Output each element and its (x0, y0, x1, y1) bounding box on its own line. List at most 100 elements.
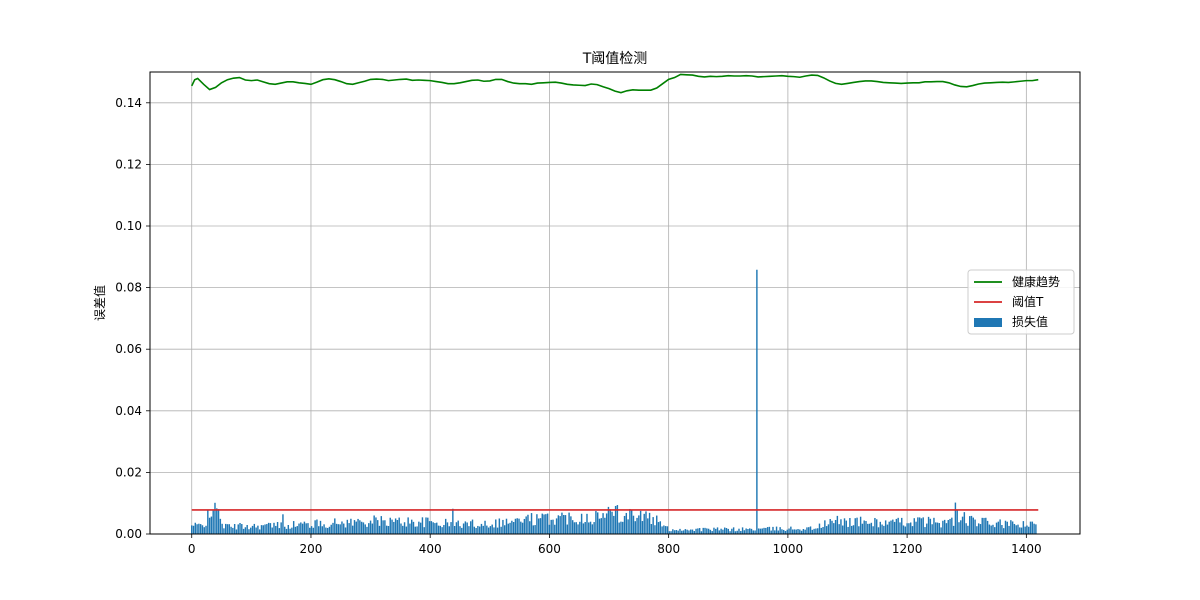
loss-bar (475, 527, 477, 534)
loss-bar (362, 522, 365, 534)
loss-bar (783, 529, 785, 534)
loss-bar (682, 530, 685, 534)
loss-bar (473, 526, 476, 534)
loss-bar (307, 523, 309, 534)
loss-bar (752, 530, 755, 534)
x-tick-label: 1200 (892, 542, 923, 556)
loss-bar (285, 528, 288, 534)
loss-bar (1033, 523, 1035, 534)
loss-bar (623, 515, 626, 534)
loss-bar (371, 523, 374, 534)
loss-bar (806, 527, 808, 534)
loss-bar (368, 523, 370, 534)
loss-bar (364, 524, 366, 534)
loss-bar (951, 517, 953, 534)
loss-bar (402, 525, 404, 534)
loss-bar (697, 528, 699, 534)
loss-bar (834, 519, 837, 534)
loss-bar (995, 522, 998, 534)
loss-bar (378, 525, 381, 534)
loss-bar (791, 529, 794, 534)
loss-bar (487, 527, 490, 534)
loss-bar (967, 525, 969, 534)
loss-bar (419, 522, 422, 534)
loss-bar (958, 522, 960, 534)
loss-bar (525, 516, 527, 534)
loss-bar (591, 524, 594, 534)
loss-bar (956, 509, 958, 534)
loss-bar (568, 512, 570, 534)
loss-bar (310, 526, 313, 534)
loss-bar (396, 520, 399, 534)
loss-bar (664, 526, 667, 534)
plot-frame (149, 71, 1081, 535)
loss-bar (902, 525, 905, 534)
chart-title: T阈值检测 (582, 51, 648, 67)
loss-bar (813, 528, 815, 534)
loss-bar (706, 528, 708, 534)
legend-label-loss: 损失值 (1012, 314, 1048, 329)
loss-bar (334, 518, 336, 534)
loss-bar (457, 520, 459, 534)
loss-bar (942, 520, 944, 534)
loss-bar (856, 517, 858, 534)
loss-bar (357, 518, 359, 534)
loss-bar (899, 522, 901, 534)
loss-bar (382, 520, 384, 534)
loss-bar (884, 520, 887, 534)
loss-bar (684, 529, 687, 534)
loss-bar (223, 528, 225, 534)
loss-bar (233, 524, 236, 534)
loss-bar (478, 526, 481, 534)
legend-label-threshold: 阈值T (1012, 294, 1044, 309)
loss-bar (675, 530, 678, 534)
loss-bar (695, 528, 697, 534)
loss-bar (827, 524, 830, 534)
loss-bar (466, 522, 468, 534)
loss-bar (657, 522, 660, 534)
loss-bar (455, 522, 458, 534)
loss-bar (632, 515, 635, 534)
loss-bar (847, 526, 849, 534)
loss-bar (239, 522, 241, 534)
loss-bar (763, 527, 765, 534)
trend-line (191, 73, 1039, 94)
loss-bar (571, 520, 574, 534)
loss-bar (600, 518, 602, 534)
loss-bar (462, 523, 465, 534)
loss-bar (614, 505, 617, 534)
loss-bar (1026, 525, 1028, 534)
loss-bar (546, 513, 549, 534)
loss-bar (555, 518, 558, 534)
loss-bar (750, 528, 753, 534)
loss-bar (271, 527, 273, 534)
loss-bar (854, 518, 856, 534)
loss-bar (604, 517, 606, 534)
loss-bar (257, 525, 259, 534)
loss-bar (732, 527, 735, 534)
loss-bar (1017, 524, 1019, 534)
loss-bar (892, 519, 894, 534)
loss-bar (908, 523, 910, 534)
loss-bar (641, 521, 644, 534)
loss-bar (661, 526, 663, 534)
loss-bar (933, 517, 935, 534)
legend-swatch-loss (974, 318, 1002, 327)
loss-bar (761, 528, 763, 534)
loss-bar (824, 520, 826, 534)
loss-bar (539, 518, 542, 534)
loss-bar (387, 526, 390, 534)
loss-bar (441, 527, 443, 534)
y-tick-label: 0.02 (115, 465, 142, 479)
loss-bar (219, 518, 222, 534)
loss-bar (509, 522, 511, 534)
loss-bar (242, 528, 245, 534)
loss-bar (276, 522, 279, 534)
loss-bar (541, 513, 543, 534)
loss-bar (815, 528, 817, 534)
loss-bar (529, 521, 531, 534)
loss-bar (766, 527, 769, 534)
loss-bar (713, 527, 715, 534)
loss-bar (656, 515, 658, 534)
